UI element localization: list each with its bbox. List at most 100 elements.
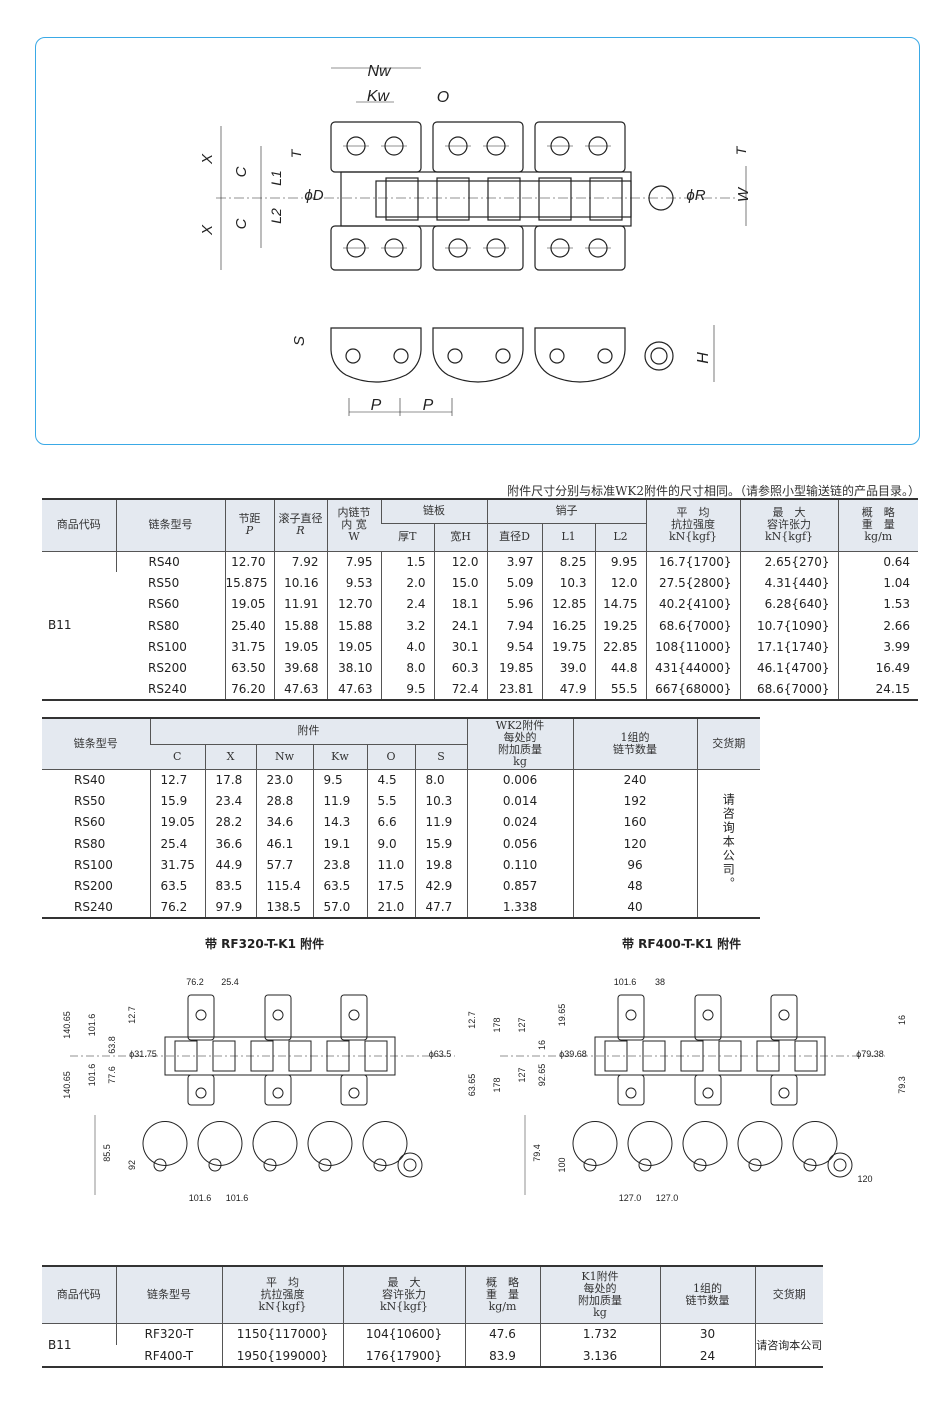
cell-tensile: 1150{117000} xyxy=(221,1323,343,1345)
attachment-plate xyxy=(770,1074,798,1106)
c-label: C xyxy=(233,218,250,229)
cell-c: 12.7 xyxy=(149,769,205,791)
cell-weight: 1.04 xyxy=(837,572,919,594)
d-label: ϕD xyxy=(304,187,323,204)
dimension-label: 101.6 xyxy=(226,1193,249,1203)
cell-nw: 28.8 xyxy=(255,790,313,812)
cell-tensile: 68.6{7000} xyxy=(645,614,741,637)
cell-mass: 0.110 xyxy=(466,854,574,876)
pin xyxy=(447,348,463,364)
header-nw: Nw xyxy=(255,744,313,770)
table-row: RS80 25.40 15.88 15.88 3.2 24.1 7.94 16.25 19.25… xyxy=(42,614,919,637)
end-roller-bore xyxy=(833,1158,847,1172)
roller xyxy=(538,177,572,221)
table-row: RS40 12.7 17.8 23.0 9.5 4.5 8.0 0.006 240 请咨询本公司。 xyxy=(42,769,761,919)
attachment-plate xyxy=(187,1074,215,1106)
dimension-label: 127 xyxy=(517,1067,527,1082)
cell-pin-d: 5.09 xyxy=(486,572,542,594)
cell-plate-h: 24.1 xyxy=(433,614,487,637)
end-roller xyxy=(644,341,674,371)
code-cell: B11 xyxy=(48,618,72,633)
cell-kw: 9.5 xyxy=(312,769,367,791)
cell-c: 25.4 xyxy=(149,832,205,855)
pin xyxy=(208,1158,222,1172)
pin xyxy=(583,1158,597,1172)
cell-x: 36.6 xyxy=(204,832,256,855)
link-plate xyxy=(432,327,524,383)
cell-pin-l1: 16.25 xyxy=(541,614,595,637)
attachment-note: 附件尺寸分别与标准WK2附件的尺寸相同。（请参照小型输送链的产品目录。） xyxy=(507,484,920,498)
cell-links: 240 xyxy=(572,769,698,791)
dimension-label: 79.3 xyxy=(897,1076,907,1094)
bolt-hole xyxy=(272,1009,284,1021)
header-plate: 链板 xyxy=(380,499,487,524)
kw-label: Kw xyxy=(367,88,391,105)
cell-s: 8.0 xyxy=(414,769,468,791)
cell-roller: 11.91 xyxy=(273,593,327,615)
cell-mass: 1.338 xyxy=(466,896,574,919)
cell-roller: 7.92 xyxy=(273,551,327,573)
cell-weight: 2.66 xyxy=(837,614,919,637)
dimension-label: 85.5 xyxy=(102,1144,112,1162)
roller xyxy=(589,177,623,221)
pin xyxy=(318,1158,332,1172)
cell-model: RF320-T xyxy=(115,1323,222,1345)
link-plate xyxy=(362,1121,408,1166)
cell-c: 76.2 xyxy=(149,896,205,919)
cell-pitch: 25.40 xyxy=(224,614,274,637)
cell-model: RS100 xyxy=(148,639,187,654)
header-allowable: 最 大 容许张力 kN{kgf} xyxy=(342,1266,465,1324)
cell-pitch: 31.75 xyxy=(224,636,274,658)
pin xyxy=(549,348,565,364)
cell-links: 40 xyxy=(572,896,698,919)
dimension-label: 79.4 xyxy=(532,1144,542,1162)
cell-s: 19.8 xyxy=(414,854,468,876)
dimension-label: 178 xyxy=(492,1077,502,1092)
cell-weight: 16.49 xyxy=(837,657,919,679)
table-row: RS200 63.50 39.68 38.10 8.0 60.3 19.85 39.0 44.8… xyxy=(42,657,919,679)
cell-model: RS240 xyxy=(74,899,113,914)
cell-o: 4.5 xyxy=(366,769,415,791)
header-tensile: 平 均 抗拉强度 kN{kgf} xyxy=(221,1266,343,1324)
dimension-label: 127.0 xyxy=(656,1193,679,1203)
cell-pitch: 76.20 xyxy=(224,678,274,701)
cell-pin-l1: 8.25 xyxy=(541,551,595,573)
link-plate xyxy=(737,1121,783,1166)
cell-allowable: 17.1{1740} xyxy=(739,636,839,658)
cell-model: RS40 xyxy=(115,551,225,573)
header-x: X xyxy=(204,744,256,770)
dimension-label: 140.65 xyxy=(62,1011,72,1039)
cell-roller: 10.16 xyxy=(273,572,327,594)
delivery-text: 请咨询本公司。 xyxy=(721,792,736,891)
dimension-label: 16 xyxy=(897,1015,907,1025)
cell-o: 11.0 xyxy=(366,854,415,876)
cell-inner-width: 9.53 xyxy=(326,572,381,594)
cell-weight: 0.64 xyxy=(837,551,919,573)
pin xyxy=(495,348,511,364)
roller xyxy=(174,1040,198,1072)
cell-pin-l2: 44.8 xyxy=(594,657,647,679)
cell-model: RS200 xyxy=(148,661,187,676)
cell-pin-l1: 39.0 xyxy=(541,657,595,679)
dimension-label: 77.6 xyxy=(107,1066,117,1084)
attachment-plate xyxy=(534,121,626,173)
header-mass: WK2附件 每处的 附加质量 kg xyxy=(466,718,574,770)
cell-pin-l1: 12.85 xyxy=(541,593,595,615)
dimension-label: 100 xyxy=(557,1157,567,1172)
cell-pin-l2: 22.85 xyxy=(594,636,647,658)
cell-c: 63.5 xyxy=(149,875,205,897)
table-row: RS100 31.75 44.9 57.7 23.8 11.0 19.8 0.110 96 xyxy=(42,854,760,876)
dimension-label: 101.6 xyxy=(189,1193,212,1203)
cell-pin-l2: 55.5 xyxy=(594,678,647,701)
header-plate-h: 宽H xyxy=(433,523,487,552)
cell-x: 28.2 xyxy=(204,811,256,833)
header-links: 1组的 链节数量 xyxy=(659,1266,755,1324)
delivery-cell: 请咨询本公司。 xyxy=(696,769,761,919)
attachment-plate xyxy=(617,994,645,1041)
cell-pin-d: 9.54 xyxy=(486,636,542,658)
bolt-hole xyxy=(625,1009,637,1021)
header-model: 链条型号 xyxy=(115,1266,222,1324)
chain-attachment-diagram: Nw Kw O X X C C T L1 L2 ϕD ϕR T W P P S H xyxy=(199,63,752,416)
cell-pin-d: 5.96 xyxy=(486,593,542,615)
header-roller: 滚子直径 R xyxy=(273,499,327,552)
